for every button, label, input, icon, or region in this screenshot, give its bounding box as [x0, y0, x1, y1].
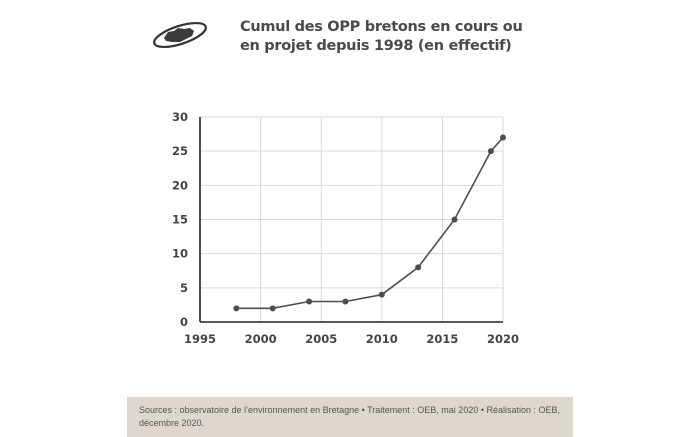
- x-tick-label-2005: 2005: [305, 332, 337, 346]
- data-point-2020: [500, 134, 506, 141]
- x-axis-ticks: 1995 2000 2005 2010 2015 2020: [184, 332, 519, 346]
- data-point-2010: [378, 291, 385, 298]
- data-point-2019: [487, 148, 494, 155]
- chart-axes: [199, 117, 503, 323]
- data-point-1998: [233, 305, 240, 312]
- data-point-2004: [306, 298, 313, 305]
- chart-title: Cumul des OPP bretons en cours ou en pro…: [240, 18, 540, 56]
- brittany-map-logo-icon: [153, 21, 207, 49]
- source-footer: Sources : observatoire de l’environnemen…: [127, 397, 573, 437]
- chart-grid: [200, 116, 504, 322]
- y-tick-label-20: 20: [172, 178, 188, 192]
- x-tick-label-1995: 1995: [184, 332, 216, 346]
- series-line: [236, 136, 504, 310]
- y-axis-ticks: 0 5 10 15 20 25 30: [172, 110, 188, 329]
- data-point-2007: [342, 298, 349, 305]
- x-tick-label-2015: 2015: [426, 332, 458, 346]
- x-tick-label-2020: 2020: [487, 332, 519, 346]
- series-cumul-opp: [233, 134, 506, 312]
- y-tick-label-0: 0: [180, 315, 188, 329]
- data-point-2013: [415, 264, 422, 271]
- data-point-2016: [451, 216, 458, 223]
- chart-title-line-1: Cumul des OPP bretons en cours ou: [240, 19, 523, 35]
- data-point-2001: [269, 305, 276, 312]
- chart-title-line-2: en projet depuis 1998 (en effectif): [240, 38, 512, 54]
- y-tick-label-25: 25: [172, 144, 188, 158]
- source-text: Sources : observatoire de l’environnemen…: [139, 405, 561, 428]
- y-tick-label-5: 5: [180, 281, 188, 295]
- x-tick-label-2010: 2010: [366, 332, 398, 346]
- y-tick-label-15: 15: [172, 213, 188, 227]
- x-tick-label-2000: 2000: [245, 332, 277, 346]
- y-tick-label-30: 30: [172, 110, 188, 124]
- y-tick-label-10: 10: [172, 247, 188, 261]
